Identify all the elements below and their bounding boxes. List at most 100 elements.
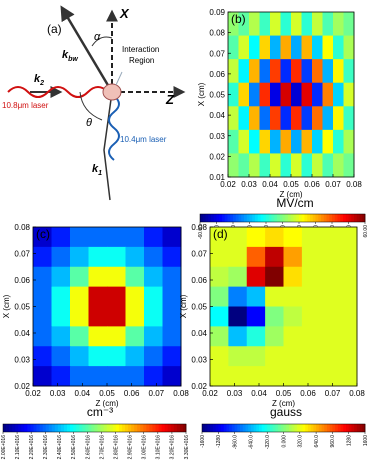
colorbar-swatch [312, 214, 316, 222]
heatmap-cell [301, 246, 321, 268]
heatmap-cell [312, 12, 323, 37]
heatmap-cell [162, 266, 182, 288]
heatmap-cell [228, 59, 239, 84]
heatmap-cell [265, 346, 284, 367]
heatmap-cell [88, 326, 108, 347]
k1-base: k [92, 163, 99, 175]
heatmap-cell [238, 82, 250, 107]
heatmap-cell [107, 306, 126, 327]
heatmap-cell [291, 35, 302, 60]
colorbar-swatch [42, 424, 47, 432]
region-label: Region [129, 56, 154, 65]
colorbar-swatch [15, 424, 19, 432]
heatmap-cell [270, 153, 281, 178]
heatmap-cell [107, 346, 126, 367]
colorbar-swatch [362, 424, 366, 432]
colorbar-swatch [291, 424, 295, 432]
x-axis-label: Z (cm) [272, 399, 295, 408]
heatmap-cell [338, 346, 358, 367]
colorbar-tick-label: 2.40E+016 [57, 435, 63, 460]
heatmap-cell [33, 286, 52, 307]
y-tick-label: 0.03 [14, 356, 30, 365]
colorbar-swatch [351, 424, 355, 432]
heatmap-cell [283, 266, 303, 288]
heatmap-cell [338, 326, 358, 347]
colorbar-swatch [307, 424, 312, 432]
colorbar-swatch [264, 424, 268, 432]
colorbar-swatch [274, 214, 278, 222]
colorbar-swatch [348, 214, 352, 222]
heatmap-cell [33, 366, 52, 387]
heatmap-cell [280, 35, 292, 60]
colorbar-swatch [282, 214, 286, 222]
colorbar-swatch [143, 424, 147, 432]
colorbar-swatch [125, 424, 129, 432]
colorbar-swatch [263, 214, 267, 222]
heatmap-cell [238, 106, 250, 131]
colorbar-swatch [348, 424, 352, 432]
y-tick-label: 0.06 [14, 276, 30, 285]
panel-label: (a) [47, 22, 62, 36]
colorbar-swatch [242, 424, 246, 432]
colorbar-swatch [48, 424, 53, 432]
heatmap-cell [280, 129, 292, 154]
heatmap-cell [125, 286, 145, 307]
colorbar-swatch [310, 424, 314, 432]
heatmap-cell [338, 286, 358, 307]
colorbar-swatch [279, 214, 283, 222]
heatmap-cell [238, 129, 250, 154]
colorbar-tick-label: 2.90E+016 [127, 435, 133, 460]
heatmap-cell [228, 286, 248, 307]
heatmap-cell [51, 306, 71, 327]
heatmap-cell [291, 153, 302, 178]
heatmap-cell [291, 82, 302, 107]
colorbar-swatch [54, 424, 59, 432]
x-axis-label: Z (cm) [95, 399, 118, 408]
colorbar-swatch [313, 424, 317, 432]
colorbar-swatch [356, 214, 360, 222]
heatmap-cell [265, 286, 284, 307]
heatmap-cell [125, 366, 145, 387]
colorbar-swatch [211, 214, 215, 222]
colorbar-tick-label: 2.50E+016 [71, 435, 77, 460]
colorbar-swatch [269, 424, 274, 432]
x-tick-label: 0.08 [173, 389, 189, 398]
colorbar-swatch [326, 424, 331, 432]
heatmap-cell [333, 12, 344, 37]
diagram: (a) X Z α θ kbw k2 k1 Interaction Region… [2, 5, 186, 201]
k1-sub: 1 [98, 170, 102, 177]
colorbar-swatch [246, 214, 250, 222]
heatmap-cell [107, 227, 126, 248]
colorbar-swatch [235, 214, 239, 222]
x-tick-label: 0.08 [346, 180, 362, 189]
colorbar-swatch [310, 214, 314, 222]
colorbar-tick-label: 3.00E+016 [142, 435, 148, 460]
colorbar-swatch [158, 424, 162, 432]
kbw-sub: bw [68, 56, 78, 63]
heatmap-cell [51, 366, 71, 387]
heatmap-cell [249, 35, 260, 60]
heatmap-cell [333, 153, 344, 178]
colorbar-swatch [85, 424, 89, 432]
colorbar-swatch [128, 424, 132, 432]
colorbar-swatch [351, 214, 355, 222]
colorbar-swatch [359, 214, 363, 222]
colorbar-swatch [131, 424, 135, 432]
heatmap-cell [70, 246, 89, 268]
heatmap-cell [259, 82, 271, 107]
heatmap-cell [320, 246, 340, 268]
colorbar-swatch [115, 424, 120, 432]
heatmap-cell [246, 326, 266, 347]
y-tick-label: 0.03 [209, 132, 225, 141]
y-tick-label: 0.08 [191, 223, 207, 232]
colorbar-swatch [323, 214, 327, 222]
region-label: Interaction [122, 45, 159, 54]
theta-arc [79, 91, 103, 121]
colorbar-swatch [318, 424, 322, 432]
colorbar-swatch [94, 424, 98, 432]
heatmap-cell [228, 12, 239, 37]
heatmap-cell [144, 286, 163, 307]
colorbar-swatch [215, 424, 219, 432]
kbw-base: k [62, 49, 69, 61]
